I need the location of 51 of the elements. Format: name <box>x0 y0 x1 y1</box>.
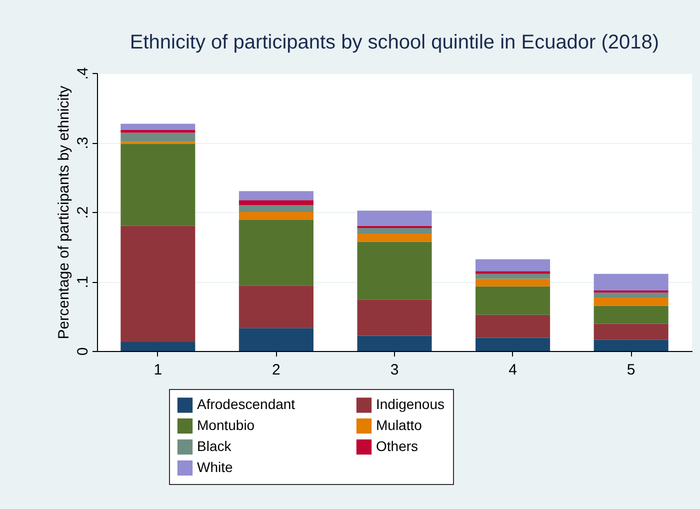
bar <box>594 340 668 351</box>
bar <box>594 274 668 291</box>
y-tick-label: 0 <box>74 347 92 356</box>
bar <box>120 144 196 226</box>
bar <box>120 124 196 130</box>
legend-label: Afrodescendant <box>197 396 296 412</box>
bar <box>238 191 314 200</box>
bar <box>357 336 432 351</box>
bar <box>476 278 550 286</box>
bar <box>476 274 550 279</box>
bar <box>120 132 196 142</box>
bar <box>476 338 550 351</box>
y-tick-label: .4 <box>74 67 92 80</box>
legend-label: Others <box>376 438 418 454</box>
legend-label: Montubio <box>197 417 255 433</box>
x-tick-label: 4 <box>508 362 517 378</box>
legend-label: White <box>197 459 233 475</box>
bar <box>238 220 314 286</box>
bar <box>594 306 668 324</box>
bar <box>476 259 550 272</box>
bar <box>594 324 668 340</box>
bar <box>357 228 432 234</box>
bar <box>238 328 314 351</box>
y-tick-label: .3 <box>74 136 92 150</box>
bar <box>594 292 668 298</box>
y-tick-label: .1 <box>74 276 92 288</box>
y-tick-label: .2 <box>74 206 92 219</box>
bar <box>357 210 432 226</box>
x-tick-label: 3 <box>390 362 399 378</box>
bar <box>594 297 668 306</box>
legend-label: Mulatto <box>376 417 422 433</box>
bar <box>357 234 432 242</box>
bar <box>120 226 196 342</box>
legend-label: Indigenous <box>376 396 445 412</box>
bar <box>238 212 314 220</box>
bar <box>238 200 314 206</box>
bar <box>238 286 314 328</box>
bar <box>120 342 196 351</box>
bar <box>238 205 314 212</box>
bar <box>357 242 432 300</box>
bar <box>476 271 550 274</box>
x-tick-label: 1 <box>154 362 162 378</box>
bar <box>476 314 550 338</box>
bar <box>476 286 550 315</box>
chart-title: Ethnicity of participants by school quintile in Ecuador (2018) <box>130 32 660 54</box>
x-tick-label: 2 <box>272 362 280 378</box>
bar <box>120 130 196 133</box>
y-axis-title: Percentage of participants by ethnicity <box>56 85 72 340</box>
legend-label: Black <box>197 438 232 454</box>
bar <box>357 300 432 336</box>
x-tick-label: 5 <box>626 362 636 378</box>
